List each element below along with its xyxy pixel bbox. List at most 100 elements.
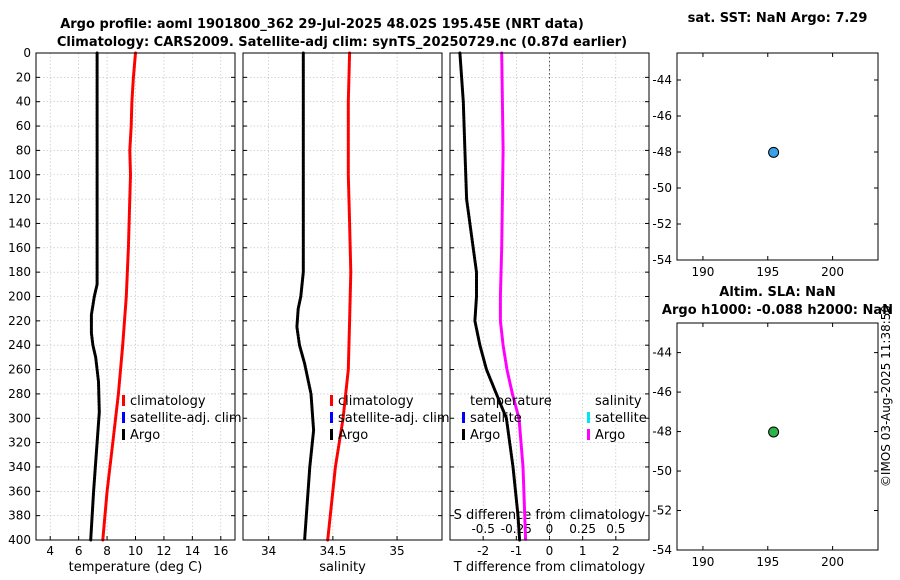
sla-map-ytick-label: -50 xyxy=(652,464,672,478)
difference-top-tick-label: 0.5 xyxy=(606,522,625,536)
temperature-xtick-label: 6 xyxy=(75,544,83,558)
temperature-xtick-label: 12 xyxy=(156,544,171,558)
temperature-ytick-label: 60 xyxy=(16,119,31,133)
sst-map-argo-position-marker xyxy=(768,146,780,158)
difference-temp-legend-label: temperature xyxy=(470,394,552,409)
salinity-climatology-line xyxy=(326,51,353,542)
timestamp-watermark: ©IMOS 03-Aug-2025 11:38:50 xyxy=(879,305,893,487)
temperature-ytick-label: 400 xyxy=(8,533,31,547)
sla-map-xtick-label: 195 xyxy=(756,555,779,569)
temperature-ytick-label: 220 xyxy=(8,314,31,328)
sst-map-ytick-label: -46 xyxy=(652,109,672,123)
difference-sal-legend-label: salinity xyxy=(595,394,642,409)
sst-map-xtick-label: 190 xyxy=(691,265,714,279)
temperature-argo-line xyxy=(89,51,101,542)
plot-area: 0204060801001201401601802002202402602803… xyxy=(8,11,893,575)
difference-axes-box xyxy=(449,52,650,541)
difference-temp-legend-swatch xyxy=(462,429,465,440)
difference-temp-legend-swatch xyxy=(462,412,465,423)
salinity-xlabel: salinity xyxy=(319,560,366,575)
sla-map-ytick-label: -52 xyxy=(652,504,672,518)
temperature-xlabel: temperature (deg C) xyxy=(69,560,203,575)
sla-map-xtick-label: 190 xyxy=(691,555,714,569)
temperature-legend-label: satellite-adj. clim xyxy=(130,411,242,426)
difference-sal-legend-label: Argo xyxy=(595,428,625,443)
temperature-ytick-label: 260 xyxy=(8,363,31,377)
difference-xtick-label: -2 xyxy=(477,544,489,558)
salinity-xtick-label: 34 xyxy=(261,544,276,558)
temperature-ytick-label: 140 xyxy=(8,216,31,230)
sla-map-ytick-label: -48 xyxy=(652,425,672,439)
difference-temp-legend-label: Argo xyxy=(470,428,500,443)
sla-map-ytick-label: -54 xyxy=(652,543,672,557)
difference-xtick-label: -1 xyxy=(510,544,522,558)
sla-map-panel: -54 -52 -50 -48 -46 -44 190 195 200 Altim. SLA: N… xyxy=(652,285,893,569)
temperature-legend-swatch xyxy=(122,429,125,440)
temperature-ytick-label: 300 xyxy=(8,411,31,425)
difference-top-tick-label: -0.25 xyxy=(501,522,532,536)
sla-map-ytick-label: -44 xyxy=(652,346,672,360)
difference-top-label: S difference from climatology xyxy=(454,508,646,523)
difference-top-tick-label: -0.5 xyxy=(471,522,494,536)
temperature-climatology-line xyxy=(101,51,137,542)
sst-map-panel: -54 -52 -50 -48 -46 -44 190 195 200 sat. SST: NaN… xyxy=(652,11,879,279)
temperature-ytick-label: 20 xyxy=(16,70,31,84)
temperature-ytick-label: 320 xyxy=(8,436,31,450)
temperature-ytick-label: 100 xyxy=(8,168,31,182)
salinity-xtick-label: 34.5 xyxy=(320,544,347,558)
temperature-ytick-label: 280 xyxy=(8,387,31,401)
salinity-argo-line xyxy=(295,51,316,542)
salinity-legend-swatch xyxy=(330,429,333,440)
difference-top-tick-label: 0 xyxy=(546,522,554,536)
salinity-legend-label: satellite-adj. clim xyxy=(338,411,450,426)
sla-map-argo-position-marker xyxy=(768,426,780,438)
temperature-panel: 0 20 40 60 80 100 120 140 160 180 200 220 240 260 280 3… xyxy=(8,46,242,575)
temperature-axes-box xyxy=(35,52,236,541)
sla-map-ytick-label: -46 xyxy=(652,385,672,399)
difference-sal-legend-swatch xyxy=(587,412,590,423)
temperature-difference-line xyxy=(458,51,522,542)
sst-map-title: sat. SST: NaN Argo: 7.29 xyxy=(688,11,868,26)
difference-xlabel: T difference from climatology xyxy=(453,560,646,575)
temperature-ytick-label: 120 xyxy=(8,192,31,206)
salinity-axes-box xyxy=(242,52,443,541)
temperature-ytick-label: 80 xyxy=(16,143,31,157)
difference-sal-legend-label: satellite xyxy=(595,411,647,426)
temperature-legend-swatch xyxy=(122,395,125,406)
temperature-ytick-label: 340 xyxy=(8,460,31,474)
sla-map-xtick-label: 200 xyxy=(821,555,844,569)
temperature-ytick-label: 200 xyxy=(8,290,31,304)
temperature-ytick-label: 160 xyxy=(8,241,31,255)
temperature-xtick-label: 14 xyxy=(185,544,200,558)
temperature-ytick-label: 360 xyxy=(8,484,31,498)
sla-map-title: Altim. SLA: NaN xyxy=(719,285,835,300)
sst-map-ytick-label: -44 xyxy=(652,73,672,87)
temperature-ytick-label: 180 xyxy=(8,265,31,279)
sla-map-axes-box xyxy=(676,322,879,551)
temperature-xtick-label: 10 xyxy=(128,544,143,558)
temperature-xtick-label: 16 xyxy=(213,544,228,558)
difference-temp-legend-label: satellite xyxy=(470,411,522,426)
difference-panel: -2 -1 0 1 2 -0.5 -0.25 0 0.25 0.5S difference fro… xyxy=(449,51,650,575)
figure-title-line2: Climatology: CARS2009. Satellite-adj cli… xyxy=(57,35,627,50)
salinity-panel: 34 34.5 35 climatology satellite-adj. clim Ar… xyxy=(242,51,450,575)
sst-map-axes-box xyxy=(676,52,879,261)
salinity-difference-line xyxy=(498,51,528,542)
sla-map-title: Argo h1000: -0.088 h2000: NaN xyxy=(662,303,893,318)
temperature-legend-swatch xyxy=(122,412,125,423)
difference-xtick-label: 2 xyxy=(612,544,620,558)
temperature-legend-label: Argo xyxy=(130,428,160,443)
sst-map-ytick-label: -54 xyxy=(652,253,672,267)
difference-top-tick-label: 0.25 xyxy=(569,522,596,536)
temperature-ytick-label: 40 xyxy=(16,95,31,109)
difference-xtick-label: 1 xyxy=(579,544,587,558)
temperature-xtick-label: 8 xyxy=(103,544,111,558)
salinity-xtick-label: 35 xyxy=(389,544,404,558)
temperature-ytick-label: 0 xyxy=(23,46,31,60)
salinity-legend-swatch xyxy=(330,395,333,406)
temperature-xtick-label: 4 xyxy=(46,544,54,558)
salinity-legend-label: climatology xyxy=(338,394,414,409)
sst-map-ytick-label: -52 xyxy=(652,217,672,231)
temperature-legend-label: climatology xyxy=(130,394,206,409)
